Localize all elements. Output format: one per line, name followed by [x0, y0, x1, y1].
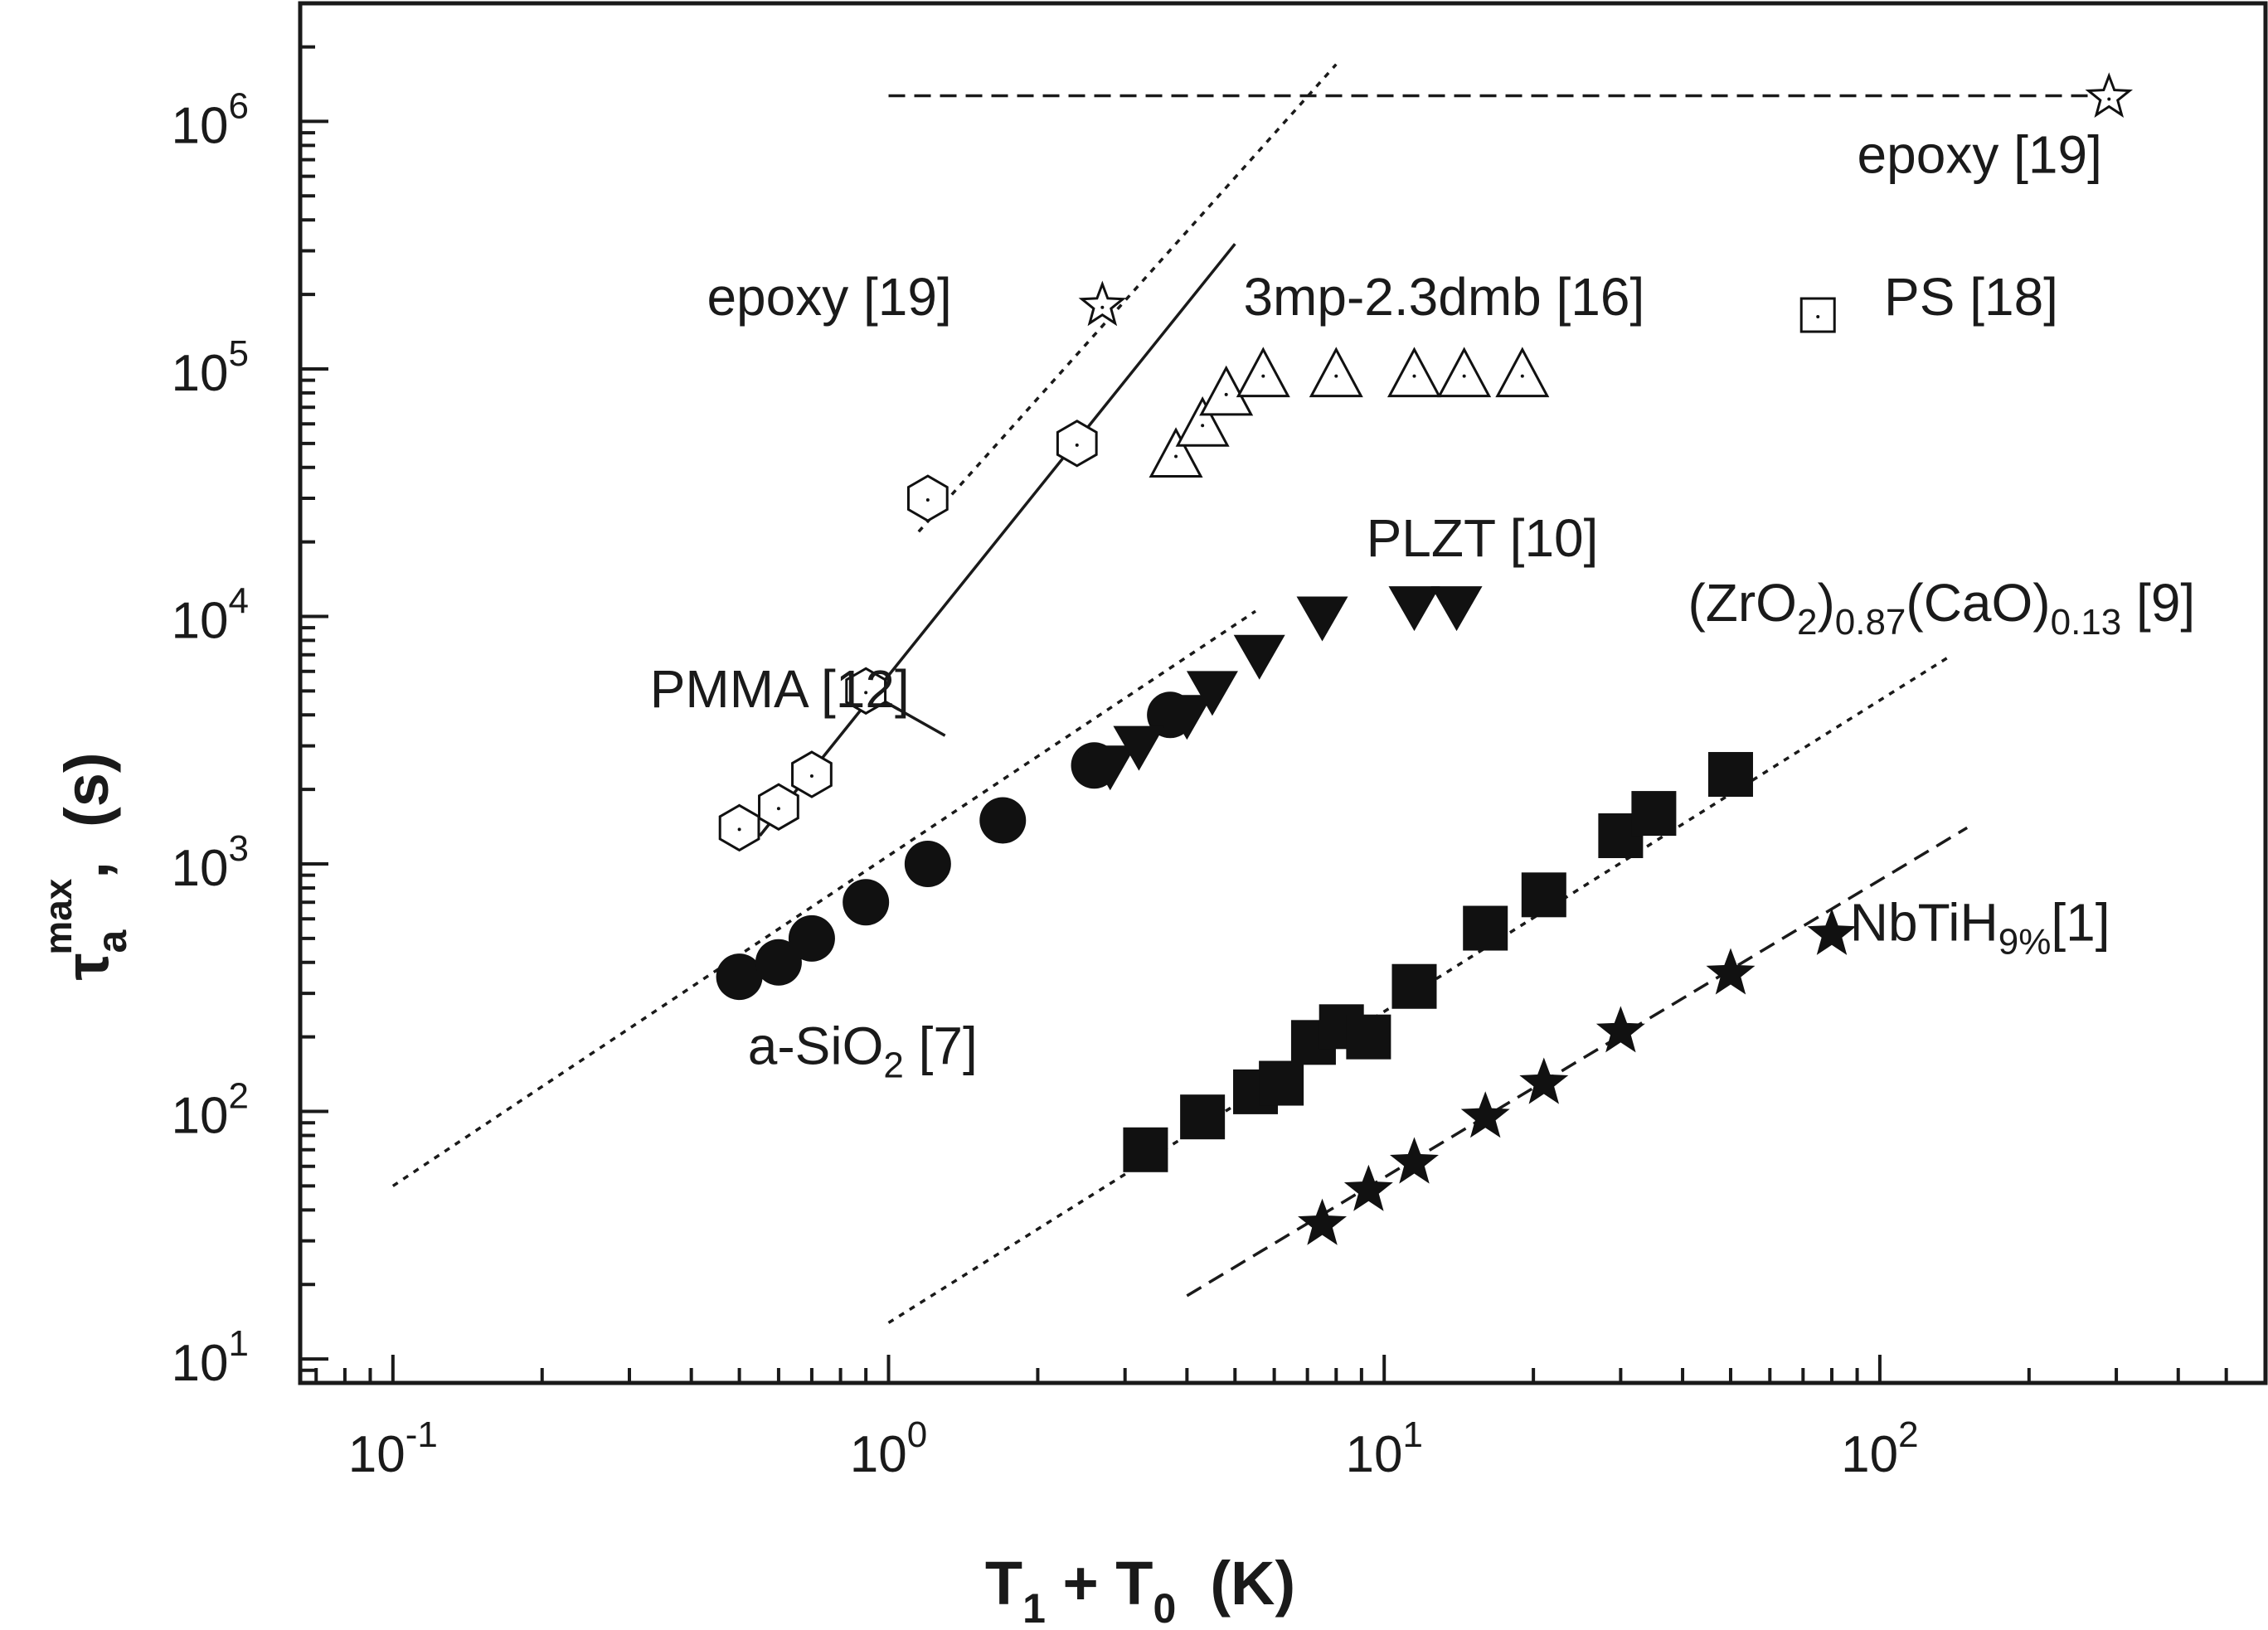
- marker-center-dot: [1520, 374, 1524, 378]
- marker-square: [1521, 872, 1566, 918]
- marker-center-dot: [864, 691, 868, 695]
- marker-star: [1460, 1091, 1510, 1138]
- marker-star: [1706, 948, 1756, 995]
- marker-center-dot: [1100, 305, 1105, 309]
- annotation-epoxy-top-right: epoxy [19]: [1858, 124, 2102, 184]
- marker-triangle-down: [1161, 695, 1213, 740]
- marker-star: [1807, 908, 1857, 955]
- marker-center-dot: [925, 498, 930, 502]
- annotation-pmma: PMMA [12]: [650, 659, 910, 719]
- marker-center-dot: [1224, 392, 1228, 396]
- annotations: epoxy [19] epoxy [19] 3mp-2.3dmb [16] PS [1…: [650, 124, 2195, 1085]
- marker-triangle-up: [1437, 347, 1492, 398]
- marker-triangle-up: [1495, 347, 1550, 398]
- axis-ticks: [300, 2, 2267, 1385]
- marker-triangle-up: [1175, 396, 1230, 447]
- marker-triangle-down: [1233, 634, 1285, 680]
- marker-star: [1298, 1198, 1348, 1245]
- fit-line: [917, 63, 1338, 533]
- marker-triangle-up: [1309, 347, 1363, 398]
- annotation-plzt: PLZT [10]: [1367, 508, 1599, 568]
- annotation-zro2: (ZrO2)0.87(CaO)0.13 [9]: [1688, 573, 2195, 643]
- marker-triangle-up: [1149, 427, 1203, 478]
- marker-center-dot: [1816, 315, 1820, 319]
- marker-circle: [904, 841, 951, 888]
- tick-labels: 10-1 100 101 102 101 102 103 104 105 106: [172, 85, 1919, 1483]
- marker-star: [2085, 72, 2134, 118]
- plot-frame: [298, 1, 2268, 1385]
- marker-center-dot: [1261, 374, 1265, 378]
- marker-circle: [979, 797, 1027, 844]
- y-tick-label: 103: [172, 828, 249, 897]
- y-tick-label: 106: [172, 85, 249, 154]
- data-points: [716, 72, 2134, 1245]
- marker-triangle-down: [1084, 745, 1136, 791]
- fit-line: [758, 243, 1236, 837]
- marker-triangle-up: [1387, 347, 1441, 398]
- marker-circle: [755, 939, 802, 986]
- y-tick-label: 104: [172, 580, 249, 649]
- y-tick-label: 101: [172, 1323, 249, 1392]
- marker-star: [1390, 1137, 1439, 1184]
- marker-star: [1595, 1006, 1645, 1053]
- marker-triangle-down: [1388, 586, 1440, 632]
- marker-square: [1463, 905, 1508, 951]
- annotation-3mp: 3mp-2.3dmb [16]: [1243, 267, 1644, 327]
- marker-star: [1343, 1164, 1393, 1211]
- marker-center-dot: [1462, 374, 1466, 378]
- marker-triangle-up: [1199, 365, 1254, 416]
- marker-triangle-down: [1296, 596, 1348, 642]
- marker-triangle-down: [1113, 725, 1165, 771]
- marker-square: [1631, 791, 1677, 837]
- marker-square: [1259, 1060, 1304, 1106]
- fit-lines: [391, 63, 2110, 1324]
- marker-triangle-down: [1186, 671, 1238, 716]
- annotation-epoxy-left: epoxy [19]: [707, 267, 951, 327]
- fit-line: [1186, 826, 1969, 1298]
- marker-triangle-up: [1236, 347, 1290, 398]
- fit-line: [887, 653, 1954, 1324]
- marker-square: [1123, 1127, 1168, 1172]
- marker-square: [1346, 1014, 1391, 1060]
- x-tick-label: 10-1: [348, 1414, 438, 1483]
- marker-triangle-down: [1430, 586, 1483, 632]
- marker-center-dot: [2107, 97, 2111, 101]
- marker-square: [1707, 752, 1753, 798]
- marker-circle: [843, 879, 890, 926]
- marker-star: [1519, 1057, 1569, 1104]
- marker-circle: [788, 914, 835, 962]
- marker-center-dot: [809, 774, 813, 779]
- y-tick-label: 102: [172, 1076, 249, 1145]
- x-tick-label: 100: [850, 1414, 927, 1483]
- marker-center-dot: [776, 807, 780, 811]
- marker-star: [1078, 280, 1127, 327]
- annotation-asio2: a-SiO2 [7]: [748, 1016, 978, 1086]
- marker-circle: [716, 953, 763, 1001]
- x-tick-label: 102: [1841, 1414, 1918, 1483]
- annotation-ps: PS [18]: [1884, 267, 2058, 327]
- marker-center-dot: [1075, 443, 1079, 447]
- y-tick-label: 105: [172, 333, 249, 402]
- y-axis-title: τamax, (s): [36, 752, 135, 980]
- x-tick-label: 101: [1345, 1414, 1422, 1483]
- marker-square: [1391, 963, 1437, 1009]
- marker-center-dot: [1201, 424, 1205, 428]
- marker-center-dot: [737, 827, 741, 832]
- annotation-nbtih: NbTiH9%[1]: [1850, 893, 2110, 963]
- x-axis-title: T1 + T0 (K): [985, 1549, 1295, 1630]
- marker-center-dot: [1412, 374, 1416, 378]
- fit-line: [391, 609, 1256, 1187]
- marker-center-dot: [1174, 454, 1178, 458]
- marker-center-dot: [1334, 374, 1338, 378]
- marker-square: [1180, 1094, 1226, 1140]
